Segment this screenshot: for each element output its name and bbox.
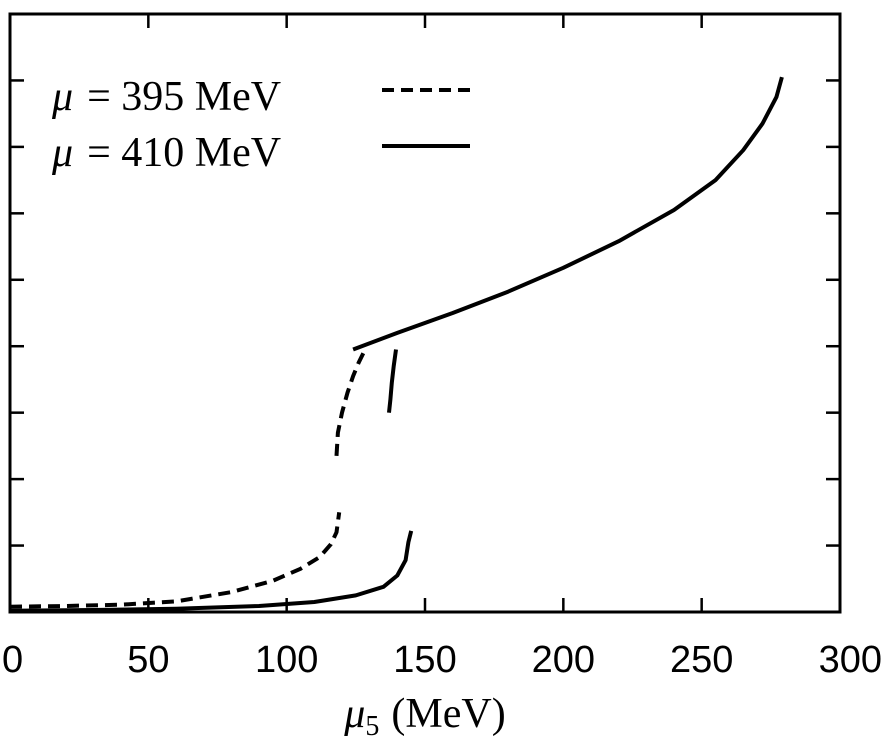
legend-entry-395-symbol: μ xyxy=(51,74,73,120)
series-1-line-segment-1 xyxy=(387,349,398,413)
x-axis-title-subscript: 5 xyxy=(365,711,379,742)
x-axis-title-unit: (MeV) xyxy=(391,691,505,737)
series-1-line-segment-0 xyxy=(9,530,414,613)
x-axis-title: μ5 (MeV) xyxy=(343,691,505,742)
x-tick-label: 0 xyxy=(2,639,23,681)
legend-entry-410-value: = 410 MeV xyxy=(87,130,281,176)
legend-entry-395-value: = 395 MeV xyxy=(87,74,281,120)
series-0-line-segment-1 xyxy=(334,350,366,457)
series-layer xyxy=(9,76,784,613)
x-tick-label: 250 xyxy=(670,639,733,681)
series-0-line-segment-0 xyxy=(9,512,342,609)
legend-entry-410-symbol: μ xyxy=(51,130,73,176)
x-tick-label: 200 xyxy=(532,639,595,681)
x-tick-label: 300 xyxy=(819,639,882,681)
legend: μ = 395 MeV μ = 410 MeV xyxy=(51,74,470,176)
x-tick-label: 150 xyxy=(393,639,456,681)
series-1-line-segment-2 xyxy=(352,76,784,352)
axis-ticks: 0 50 100 150 200 250 300 xyxy=(2,14,882,681)
legend-entry-395: μ = 395 MeV xyxy=(51,74,281,120)
x-tick-label: 50 xyxy=(127,639,169,681)
x-axis-title-symbol: μ xyxy=(343,691,365,737)
legend-entry-410: μ = 410 MeV xyxy=(51,130,281,176)
x-tick-label: 100 xyxy=(255,639,318,681)
